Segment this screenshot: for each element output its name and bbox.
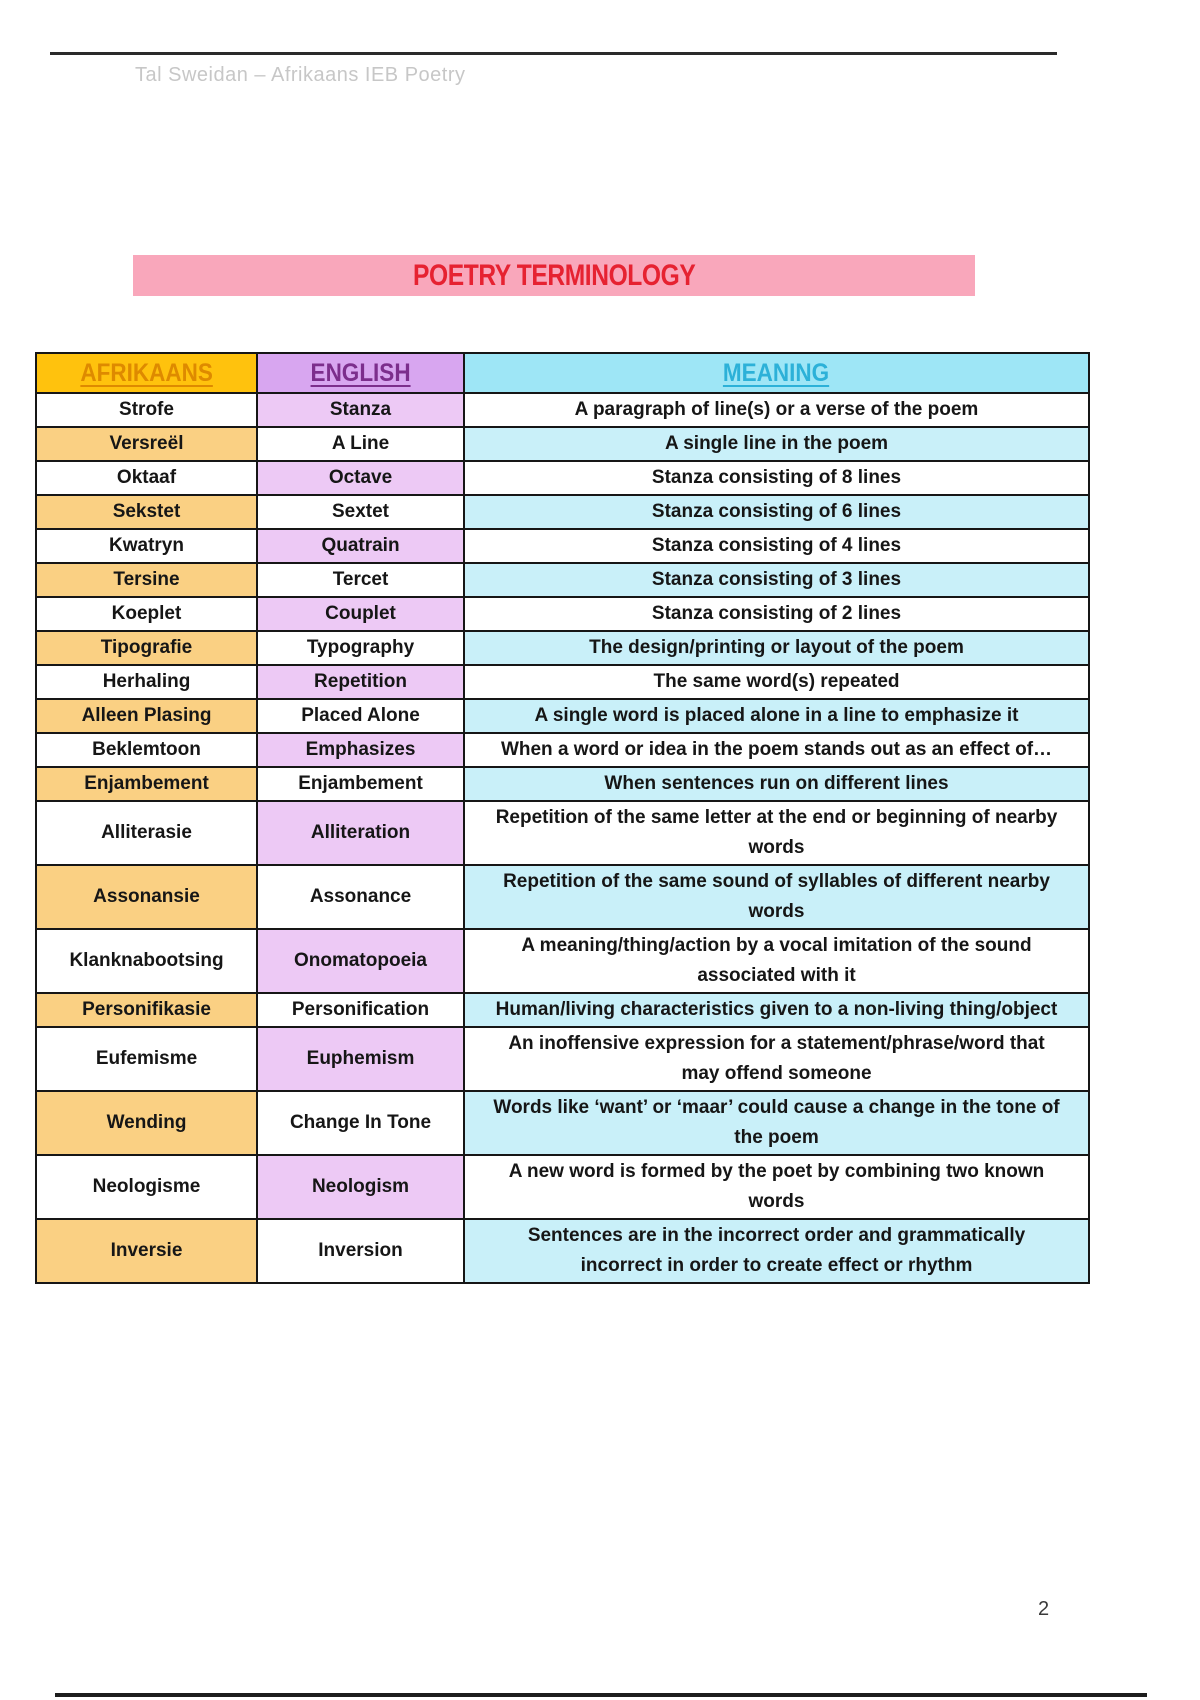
english-term-cell: Change In Tone [256, 1090, 465, 1156]
top-horizontal-rule [50, 52, 1057, 55]
table-row: Inversie Inversion Sentences are in the in… [35, 1218, 1090, 1284]
meaning-cell: When sentences run on different lines [463, 766, 1090, 802]
english-term-cell: Neologism [256, 1154, 465, 1220]
column-header-afrikaans: AFRIKAANS [35, 352, 258, 394]
meaning-cell: The same word(s) repeated [463, 664, 1090, 700]
english-term-cell: Personification [256, 992, 465, 1028]
afrikaans-term-cell: Enjambement [35, 766, 258, 802]
afrikaans-term-cell: Assonansie [35, 864, 258, 930]
page-number: 2 [1038, 1598, 1050, 1620]
table-row: Strofe Stanza A paragraph of line(s) or a … [35, 392, 1090, 428]
afrikaans-term-cell: Tersine [35, 562, 258, 598]
table-row: Wending Change In Tone Words like ‘want’ o… [35, 1090, 1090, 1156]
afrikaans-term-cell: Oktaaf [35, 460, 258, 496]
afrikaans-term-cell: Sekstet [35, 494, 258, 530]
afrikaans-term-cell: Versreël [35, 426, 258, 462]
table-row: Versreël A Line A single line in the poem [35, 426, 1090, 462]
meaning-cell: Stanza consisting of 8 lines [463, 460, 1090, 496]
table-row: Koeplet Couplet Stanza consisting of 2 lin… [35, 596, 1090, 632]
meaning-cell: Sentences are in the incorrect order and… [463, 1218, 1090, 1284]
english-term-cell: Quatrain [256, 528, 465, 564]
page-title: POETRY TERMINOLOGY [412, 258, 696, 292]
column-header-english-label: ENGLISH [310, 358, 411, 387]
meaning-cell: Stanza consisting of 2 lines [463, 596, 1090, 632]
meaning-cell: Stanza consisting of 6 lines [463, 494, 1090, 530]
meaning-cell: Words like ‘want’ or ‘maar’ could cause … [463, 1090, 1090, 1156]
meaning-cell: A single line in the poem [463, 426, 1090, 462]
bottom-horizontal-rule [55, 1693, 1147, 1697]
table-header-row: AFRIKAANS ENGLISH MEANING [35, 352, 1090, 394]
afrikaans-term-cell: Personifikasie [35, 992, 258, 1028]
meaning-cell: A paragraph of line(s) or a verse of the… [463, 392, 1090, 428]
afrikaans-term-cell: Eufemisme [35, 1026, 258, 1092]
afrikaans-term-cell: Inversie [35, 1218, 258, 1284]
afrikaans-term-cell: Neologisme [35, 1154, 258, 1220]
meaning-cell: A new word is formed by the poet by comb… [463, 1154, 1090, 1220]
afrikaans-term-cell: Tipografie [35, 630, 258, 666]
meaning-cell: A meaning/thing/action by a vocal imitat… [463, 928, 1090, 994]
english-term-cell: Octave [256, 460, 465, 496]
table-row: Kwatryn Quatrain Stanza consisting of 4 li… [35, 528, 1090, 564]
english-term-cell: Typography [256, 630, 465, 666]
meaning-cell: When a word or idea in the poem stands o… [463, 732, 1090, 768]
english-term-cell: Assonance [256, 864, 465, 930]
table-row: Personifikasie Personification Human/livin… [35, 992, 1090, 1028]
english-term-cell: Tercet [256, 562, 465, 598]
english-term-cell: Couplet [256, 596, 465, 632]
table-row: Tipografie Typography The design/printing … [35, 630, 1090, 666]
afrikaans-term-cell: Koeplet [35, 596, 258, 632]
afrikaans-term-cell: Wending [35, 1090, 258, 1156]
english-term-cell: Emphasizes [256, 732, 465, 768]
terminology-table: AFRIKAANS ENGLISH MEANING Strofe Stanza A … [35, 352, 1090, 1284]
english-term-cell: Inversion [256, 1218, 465, 1284]
table-row: Sekstet Sextet Stanza consisting of 6 line… [35, 494, 1090, 530]
meaning-cell: A single word is placed alone in a line … [463, 698, 1090, 734]
table-row: Alleen Plasing Placed Alone A single word … [35, 698, 1090, 734]
afrikaans-term-cell: Beklemtoon [35, 732, 258, 768]
column-header-afrikaans-label: AFRIKAANS [80, 358, 213, 387]
meaning-cell: An inoffensive expression for a statemen… [463, 1026, 1090, 1092]
table-row: Assonansie Assonance Repetition of the sam… [35, 864, 1090, 930]
table-row: Neologisme Neologism A new word is formed … [35, 1154, 1090, 1220]
table-row: Alliterasie Alliteration Repetition of the… [35, 800, 1090, 866]
table-row: Herhaling Repetition The same word(s) repe… [35, 664, 1090, 700]
column-header-english: ENGLISH [256, 352, 465, 394]
afrikaans-term-cell: Strofe [35, 392, 258, 428]
english-term-cell: Stanza [256, 392, 465, 428]
meaning-cell: The design/printing or layout of the poe… [463, 630, 1090, 666]
afrikaans-term-cell: Alleen Plasing [35, 698, 258, 734]
afrikaans-term-cell: Alliterasie [35, 800, 258, 866]
meaning-cell: Stanza consisting of 4 lines [463, 528, 1090, 564]
afrikaans-term-cell: Kwatryn [35, 528, 258, 564]
english-term-cell: Alliteration [256, 800, 465, 866]
english-term-cell: Euphemism [256, 1026, 465, 1092]
english-term-cell: Placed Alone [256, 698, 465, 734]
afrikaans-term-cell: Herhaling [35, 664, 258, 700]
english-term-cell: Repetition [256, 664, 465, 700]
column-header-meaning-label: MEANING [723, 358, 830, 387]
meaning-cell: Human/living characteristics given to a … [463, 992, 1090, 1028]
english-term-cell: A Line [256, 426, 465, 462]
table-row: Eufemisme Euphemism An inoffensive express… [35, 1026, 1090, 1092]
table-row: Klanknabootsing Onomatopoeia A meaning/thi… [35, 928, 1090, 994]
meaning-cell: Repetition of the same sound of syllable… [463, 864, 1090, 930]
table-row: Oktaaf Octave Stanza consisting of 8 lines [35, 460, 1090, 496]
table-row: Tersine Tercet Stanza consisting of 3 line… [35, 562, 1090, 598]
column-header-meaning: MEANING [463, 352, 1090, 394]
meaning-cell: Stanza consisting of 3 lines [463, 562, 1090, 598]
meaning-cell: Repetition of the same letter at the end… [463, 800, 1090, 866]
english-term-cell: Enjambement [256, 766, 465, 802]
afrikaans-term-cell: Klanknabootsing [35, 928, 258, 994]
table-row: Enjambement Enjambement When sentences run… [35, 766, 1090, 802]
table-row: Beklemtoon Emphasizes When a word or idea … [35, 732, 1090, 768]
title-banner: POETRY TERMINOLOGY [133, 255, 975, 296]
english-term-cell: Onomatopoeia [256, 928, 465, 994]
english-term-cell: Sextet [256, 494, 465, 530]
page-header-author: Tal Sweidan – Afrikaans IEB Poetry [135, 64, 466, 86]
